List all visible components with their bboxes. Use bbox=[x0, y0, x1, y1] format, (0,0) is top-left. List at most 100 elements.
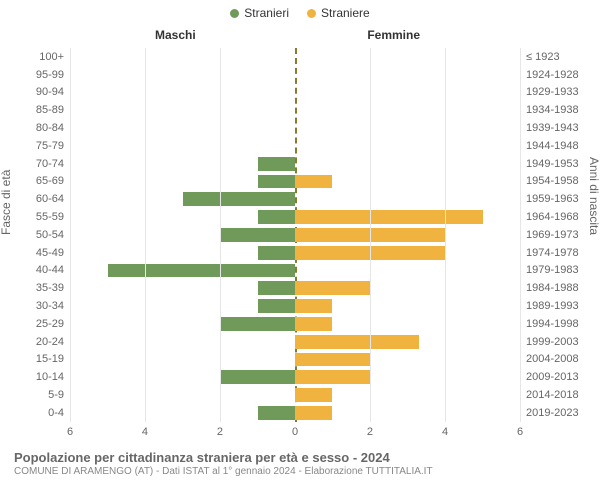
bar-female bbox=[295, 370, 370, 384]
x-tick-label: 2 bbox=[217, 426, 223, 438]
chart-row: 35-391984-1988 bbox=[70, 279, 520, 297]
y-axis-right-title: Anni di nascita bbox=[587, 157, 600, 235]
birth-year-label: 1954-1958 bbox=[526, 175, 579, 187]
chart-row: 40-441979-1983 bbox=[70, 262, 520, 280]
chart-row: 60-641959-1963 bbox=[70, 190, 520, 208]
chart-row: 55-591964-1968 bbox=[70, 208, 520, 226]
bar-male bbox=[220, 370, 295, 384]
chart-row: 30-341989-1993 bbox=[70, 297, 520, 315]
age-label: 55-59 bbox=[36, 211, 64, 223]
chart-row: 85-891934-1938 bbox=[70, 101, 520, 119]
bar-male bbox=[258, 210, 295, 224]
legend-item-female: Straniere bbox=[307, 6, 370, 20]
chart-row: 90-941929-1933 bbox=[70, 84, 520, 102]
column-title-male: Maschi bbox=[155, 28, 196, 42]
chart-row: 80-841939-1943 bbox=[70, 119, 520, 137]
age-label: 75-79 bbox=[36, 140, 64, 152]
birth-year-label: 1994-1998 bbox=[526, 318, 579, 330]
x-tick-label: 6 bbox=[67, 426, 73, 438]
age-label: 90-94 bbox=[36, 86, 64, 98]
age-label: 35-39 bbox=[36, 282, 64, 294]
chart-row: 15-192004-2008 bbox=[70, 351, 520, 369]
legend-swatch-female bbox=[307, 9, 316, 18]
chart-subtitle: COMUNE DI ARAMENGO (AT) - Dati ISTAT al … bbox=[14, 466, 600, 479]
age-label: 70-74 bbox=[36, 158, 64, 170]
bar-male bbox=[258, 175, 295, 189]
age-label: 95-99 bbox=[36, 69, 64, 81]
birth-year-label: 1949-1953 bbox=[526, 158, 579, 170]
chart-row: 45-491974-1978 bbox=[70, 244, 520, 262]
birth-year-label: 1984-1988 bbox=[526, 282, 579, 294]
age-label: 65-69 bbox=[36, 175, 64, 187]
birth-year-label: 2019-2023 bbox=[526, 407, 579, 419]
age-label: 60-64 bbox=[36, 193, 64, 205]
bar-male bbox=[258, 406, 295, 420]
birth-year-label: 2004-2008 bbox=[526, 353, 579, 365]
age-label: 80-84 bbox=[36, 122, 64, 134]
bar-female bbox=[295, 317, 332, 331]
birth-year-label: 1934-1938 bbox=[526, 104, 579, 116]
chart-row: 75-791944-1948 bbox=[70, 137, 520, 155]
birth-year-label: ≤ 1923 bbox=[526, 51, 560, 63]
age-label: 30-34 bbox=[36, 300, 64, 312]
birth-year-label: 2009-2013 bbox=[526, 371, 579, 383]
birth-year-label: 1999-2003 bbox=[526, 336, 579, 348]
birth-year-label: 1959-1963 bbox=[526, 193, 579, 205]
gridline bbox=[370, 48, 371, 422]
birth-year-label: 1969-1973 bbox=[526, 229, 579, 241]
age-label: 0-4 bbox=[48, 407, 64, 419]
bar-female bbox=[295, 281, 370, 295]
gridline bbox=[445, 48, 446, 422]
chart-row: 50-541969-1973 bbox=[70, 226, 520, 244]
bar-male bbox=[258, 281, 295, 295]
age-label: 40-44 bbox=[36, 264, 64, 276]
pyramid-chart: Maschi Femmine Fasce di età Anni di nasc… bbox=[0, 20, 600, 450]
gridline bbox=[145, 48, 146, 422]
bar-male bbox=[220, 228, 295, 242]
gridline bbox=[520, 48, 521, 422]
chart-row: 95-991924-1928 bbox=[70, 66, 520, 84]
age-label: 15-19 bbox=[36, 353, 64, 365]
birth-year-label: 1989-1993 bbox=[526, 300, 579, 312]
legend-swatch-male bbox=[230, 9, 239, 18]
age-label: 20-24 bbox=[36, 336, 64, 348]
legend-label-male: Stranieri bbox=[244, 6, 289, 20]
chart-row: 70-741949-1953 bbox=[70, 155, 520, 173]
legend-label-female: Straniere bbox=[321, 6, 370, 20]
bar-female bbox=[295, 175, 332, 189]
x-tick-label: 4 bbox=[442, 426, 448, 438]
legend: Stranieri Straniere bbox=[0, 0, 600, 20]
bar-male bbox=[258, 299, 295, 313]
bar-male bbox=[108, 264, 296, 278]
bar-male bbox=[183, 192, 296, 206]
chart-row: 0-42019-2023 bbox=[70, 404, 520, 422]
bar-female bbox=[295, 353, 370, 367]
column-title-female: Femmine bbox=[367, 28, 420, 42]
bar-female bbox=[295, 210, 483, 224]
x-tick-label: 2 bbox=[367, 426, 373, 438]
y-axis-left-title: Fasce di età bbox=[0, 170, 13, 235]
age-label: 45-49 bbox=[36, 247, 64, 259]
chart-row: 5-92014-2018 bbox=[70, 386, 520, 404]
birth-year-label: 1929-1933 bbox=[526, 86, 579, 98]
birth-year-label: 1974-1978 bbox=[526, 247, 579, 259]
bar-female bbox=[295, 335, 419, 349]
age-label: 50-54 bbox=[36, 229, 64, 241]
birth-year-label: 2014-2018 bbox=[526, 389, 579, 401]
age-label: 5-9 bbox=[48, 389, 64, 401]
chart-row: 65-691954-1958 bbox=[70, 173, 520, 191]
plot-area: 100+≤ 192395-991924-192890-941929-193385… bbox=[70, 48, 520, 422]
bar-female bbox=[295, 406, 332, 420]
chart-footer: Popolazione per cittadinanza straniera p… bbox=[0, 450, 600, 479]
age-label: 85-89 bbox=[36, 104, 64, 116]
gridline bbox=[70, 48, 71, 422]
chart-title: Popolazione per cittadinanza straniera p… bbox=[14, 450, 600, 466]
gridline bbox=[220, 48, 221, 422]
x-tick-label: 0 bbox=[292, 426, 298, 438]
birth-year-label: 1924-1928 bbox=[526, 69, 579, 81]
legend-item-male: Stranieri bbox=[230, 6, 289, 20]
birth-year-label: 1939-1943 bbox=[526, 122, 579, 134]
bar-female bbox=[295, 388, 332, 402]
birth-year-label: 1964-1968 bbox=[526, 211, 579, 223]
bar-male bbox=[220, 317, 295, 331]
